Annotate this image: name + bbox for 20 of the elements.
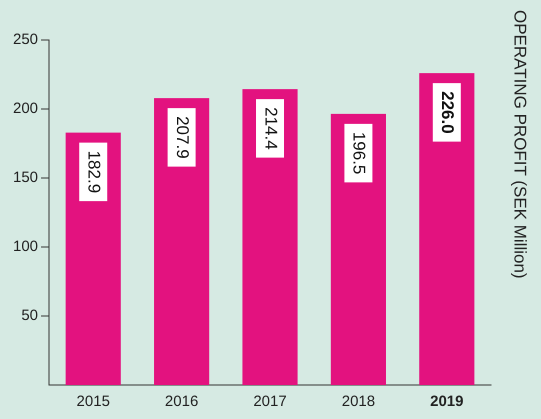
data-label: 207.9 xyxy=(172,116,192,159)
data-label: 226.0 xyxy=(438,91,458,134)
bar xyxy=(419,73,474,385)
bar xyxy=(242,89,298,385)
y-tick-label: 200 xyxy=(12,100,38,118)
data-label: 214.4 xyxy=(261,107,280,150)
x-tick-label: 2017 xyxy=(253,393,287,410)
x-tick-label: 2018 xyxy=(342,393,376,410)
bar xyxy=(330,114,386,385)
bar xyxy=(66,132,121,385)
y-axis-title: OPERATING PROFIT (SEK Million) xyxy=(510,10,530,279)
data-label: 196.5 xyxy=(350,132,369,174)
x-tick-label: 2016 xyxy=(164,393,198,410)
y-tick-label: 250 xyxy=(12,31,38,48)
x-tick-label: 2019 xyxy=(430,393,464,410)
y-tick-label: 100 xyxy=(12,238,38,256)
y-tick-label: 50 xyxy=(21,307,38,324)
y-tick-label: 150 xyxy=(12,169,38,186)
x-tick-label: 2015 xyxy=(76,393,110,410)
data-label: 182.9 xyxy=(84,150,104,194)
